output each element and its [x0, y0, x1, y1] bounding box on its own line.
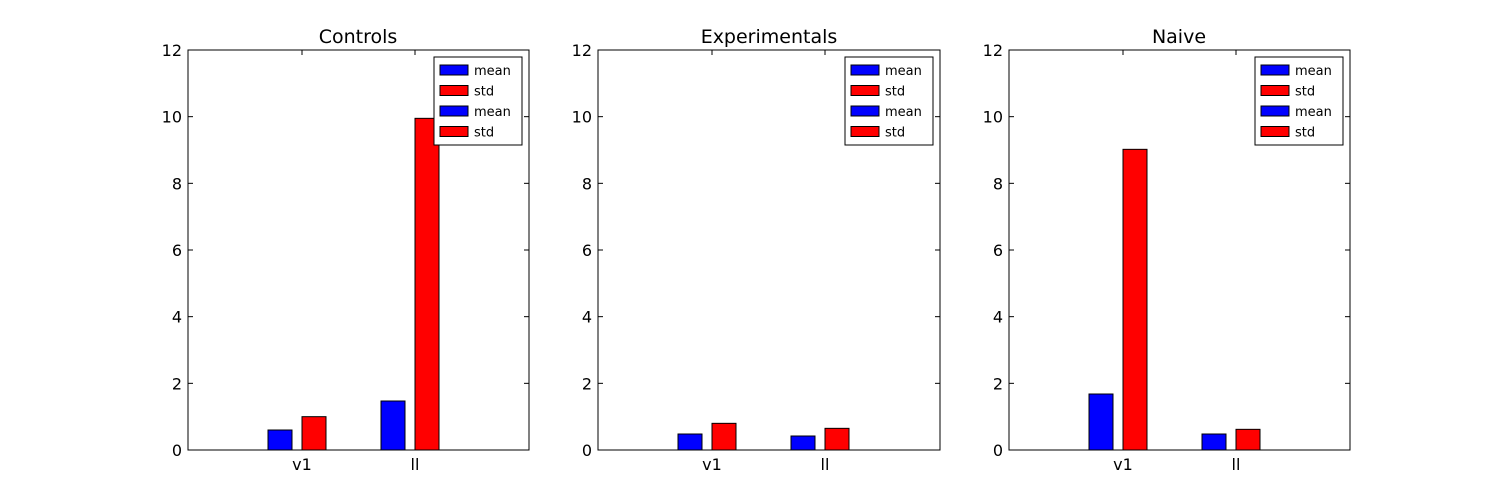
y-tick-label: 6	[993, 241, 1003, 260]
bar-std-v1	[711, 422, 737, 451]
bar-std-ll	[414, 117, 440, 451]
chart-title: Experimentals	[701, 26, 838, 48]
legend-label: std	[885, 126, 905, 141]
x-tick-label: v1	[1113, 455, 1133, 474]
bar-mean-v1	[677, 433, 703, 451]
x-tick-label: ll	[821, 455, 830, 474]
y-tick-label: 12	[572, 41, 592, 60]
bar-std-v1	[301, 416, 327, 451]
y-tick-label: 2	[993, 374, 1003, 393]
y-tick-label: 10	[983, 108, 1003, 127]
legend-swatch	[850, 105, 880, 117]
legend-label: std	[474, 126, 494, 141]
y-tick-label: 10	[572, 108, 592, 127]
y-tick-label: 8	[993, 174, 1003, 193]
x-tick-label: ll	[1232, 455, 1241, 474]
bar-mean-v1	[267, 429, 293, 451]
bar-mean-v1	[1088, 393, 1114, 451]
y-tick-label: 12	[162, 41, 182, 60]
y-tick-label: 4	[582, 308, 592, 327]
legend-label: std	[1295, 126, 1315, 141]
chart-title: Naive	[1152, 26, 1206, 48]
y-tick-label: 2	[172, 374, 182, 393]
legend-label: std	[474, 85, 494, 100]
legend-swatch	[439, 64, 469, 76]
chart-title: Controls	[319, 26, 398, 48]
y-tick-label: 6	[172, 241, 182, 260]
legend-swatch	[1260, 64, 1290, 76]
bar-mean-ll	[1201, 433, 1227, 451]
y-tick-label: 0	[582, 441, 592, 460]
y-tick-label: 4	[993, 308, 1003, 327]
legend-swatch	[1260, 126, 1290, 137]
y-tick-label: 0	[172, 441, 182, 460]
x-tick-label: ll	[411, 455, 420, 474]
legend-swatch	[1260, 85, 1290, 96]
subplot-experimentals: Experimentals 0 2 4 6 8 10 12 v1 ll mean std mean st…	[572, 26, 941, 474]
legend-label: mean	[474, 105, 511, 120]
y-tick-label: 8	[172, 174, 182, 193]
y-tick-label: 12	[983, 41, 1003, 60]
legend-swatch	[850, 126, 880, 137]
x-tick-label: v1	[702, 455, 722, 474]
bar-std-ll	[824, 427, 850, 451]
legend-swatch	[439, 85, 469, 96]
legend-swatch	[850, 64, 880, 76]
y-tick-label: 10	[162, 108, 182, 127]
bar-std-v1	[1122, 148, 1148, 451]
y-tick-label: 4	[172, 308, 182, 327]
legend-label: mean	[885, 105, 922, 120]
x-tick-label: v1	[292, 455, 312, 474]
bar-mean-ll	[380, 400, 406, 451]
y-tick-label: 6	[582, 241, 592, 260]
legend-label: std	[885, 85, 905, 100]
legend-swatch	[439, 126, 469, 137]
bar-mean-ll	[790, 435, 816, 451]
bar-std-ll	[1235, 428, 1261, 451]
legend-label: mean	[885, 64, 922, 79]
y-tick-label: 8	[582, 174, 592, 193]
legend-swatch	[1260, 105, 1290, 117]
legend-label: mean	[474, 64, 511, 79]
legend-swatch	[850, 85, 880, 96]
legend-label: mean	[1295, 105, 1332, 120]
y-tick-label: 2	[582, 374, 592, 393]
y-tick-label: 0	[993, 441, 1003, 460]
legend-label: mean	[1295, 64, 1332, 79]
legend-swatch	[439, 105, 469, 117]
subplot-controls: Controls 0 2 4 6 8 10 12 v1 ll mean std mean std	[162, 26, 530, 474]
legend-label: std	[1295, 85, 1315, 100]
subplot-naive: Naive 0 2 4 6 8 10 12 v1 ll mean std mean std	[983, 26, 1351, 474]
